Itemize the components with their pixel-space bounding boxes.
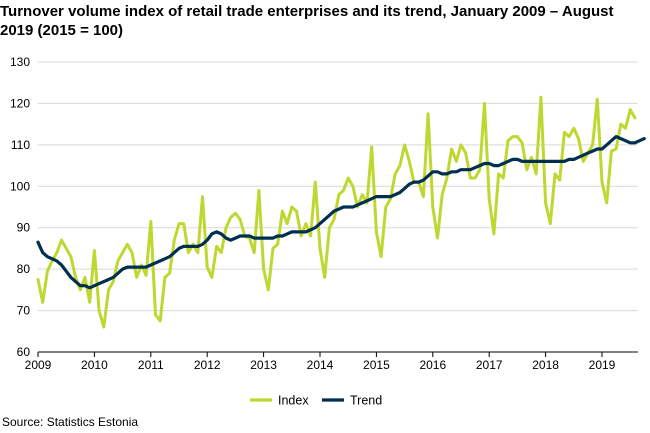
y-axis: 60 70 80 90 100 110 120 130 bbox=[10, 55, 30, 359]
y-tick-label: 110 bbox=[11, 138, 30, 152]
legend-label-trend: Trend bbox=[350, 394, 382, 408]
x-tick-label: 2016 bbox=[419, 358, 446, 372]
series-index-line bbox=[36, 95, 637, 329]
y-tick-label: 130 bbox=[10, 55, 30, 69]
x-tick-label: 2010 bbox=[81, 358, 108, 372]
chart-title: Turnover volume index of retail trade en… bbox=[0, 3, 614, 39]
x-tick-label: 2015 bbox=[363, 358, 390, 372]
x-tick-label: 2014 bbox=[307, 358, 334, 372]
x-tick-label: 2018 bbox=[532, 358, 559, 372]
x-tick-label: 2009 bbox=[25, 358, 52, 372]
y-tick-label: 120 bbox=[10, 96, 30, 110]
y-tick-label: 60 bbox=[17, 345, 31, 359]
y-tick-label: 90 bbox=[17, 221, 31, 235]
x-tick-label: 2011 bbox=[138, 358, 164, 372]
source-note: Source: Statistics Estonia bbox=[2, 415, 139, 429]
y-tick-label: 100 bbox=[10, 179, 30, 193]
series-trend-line bbox=[36, 135, 646, 290]
gridlines bbox=[38, 61, 638, 312]
legend: Index Trend bbox=[250, 394, 382, 408]
y-tick-label: 70 bbox=[17, 304, 31, 318]
x-tick-label: 2012 bbox=[194, 358, 221, 372]
x-axis: 2009 2010 2011 2012 2013 2014 2015 2016 2017 2018… bbox=[25, 351, 638, 372]
legend-label-index: Index bbox=[278, 394, 309, 408]
x-tick-label: 2019 bbox=[589, 358, 616, 372]
x-tick-label: 2013 bbox=[250, 358, 277, 372]
x-tick-label: 2017 bbox=[476, 358, 503, 372]
series-lines bbox=[36, 95, 646, 329]
y-tick-label: 80 bbox=[17, 262, 31, 276]
